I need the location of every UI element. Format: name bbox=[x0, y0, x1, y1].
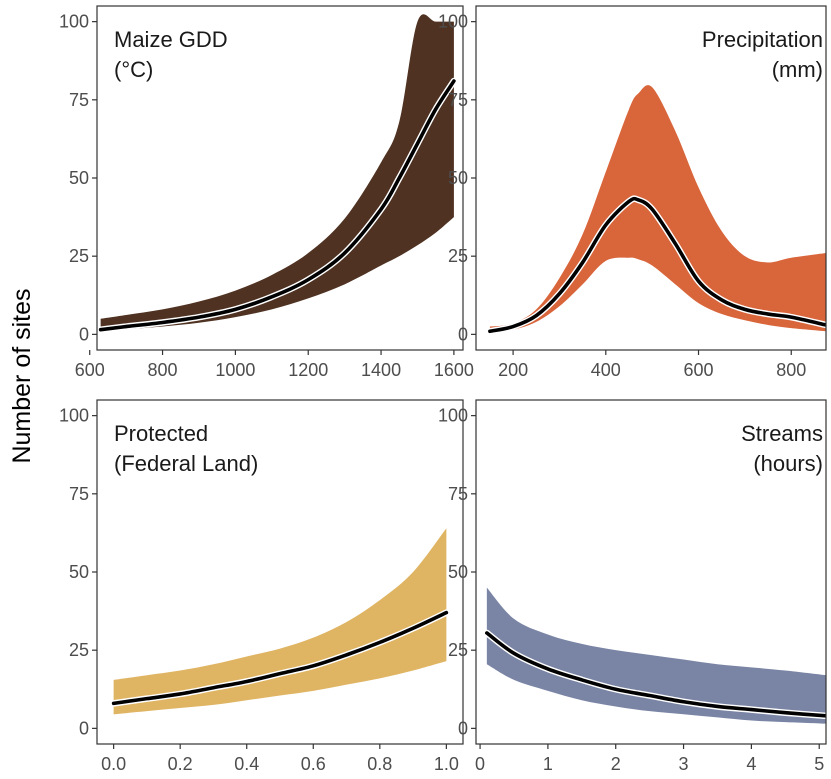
panel-0-x-tick-label: 600 bbox=[75, 360, 105, 380]
panel-3-title-line-1: Streams bbox=[741, 421, 823, 446]
panel-3-y-tick-label: 50 bbox=[448, 562, 468, 582]
panel-2-x-tick-label: 1.0 bbox=[434, 754, 459, 774]
panel-0-y-tick-label: 100 bbox=[59, 12, 89, 32]
panel-0-y-tick-label: 50 bbox=[69, 168, 89, 188]
panel-precipitation: 0 25 50 75 100 200 400 600 800 Precipitation (mm) bbox=[438, 5, 827, 380]
panel-2-confidence-band bbox=[113, 528, 447, 715]
panel-3-confidence-band bbox=[486, 587, 826, 724]
panel-3-x-tick-label: 2 bbox=[611, 754, 621, 774]
panel-3-x-tick-label: 3 bbox=[679, 754, 689, 774]
panel-3-plot-area bbox=[483, 587, 826, 724]
panel-1-plot-area bbox=[486, 85, 826, 335]
panel-2-y-tick-label: 0 bbox=[79, 718, 89, 738]
panel-0-title-line-2: (°C) bbox=[114, 57, 153, 82]
panel-3-title-line-2: (hours) bbox=[753, 451, 823, 476]
panel-0-x-tick-label: 1000 bbox=[215, 360, 255, 380]
panel-3-x-tick-label: 0 bbox=[475, 754, 485, 774]
panel-0-x-tick-label: 1400 bbox=[361, 360, 401, 380]
panel-1-title-line-1: Precipitation bbox=[702, 27, 823, 52]
panel-3-x-tick-label: 5 bbox=[814, 754, 824, 774]
panel-1-y-tick-label: 25 bbox=[448, 246, 468, 266]
panel-1-x-tick-label: 400 bbox=[591, 360, 621, 380]
panel-2-x-tick-label: 0.0 bbox=[101, 754, 126, 774]
panel-0-x-tick-label: 1200 bbox=[288, 360, 328, 380]
panel-2-fit-line bbox=[111, 610, 449, 706]
panel-3-x-tick-label: 1 bbox=[543, 754, 553, 774]
y-axis-label: Number of sites bbox=[8, 288, 36, 463]
panel-streams: 0 25 50 75 100 0 1 2 3 4 5 Streams (hours) bbox=[438, 399, 827, 774]
panel-0-x-tick-label: 800 bbox=[148, 360, 178, 380]
panel-0-y-tick-label: 75 bbox=[69, 90, 89, 110]
panel-2-y-tick-label: 25 bbox=[69, 640, 89, 660]
panel-1-fit-line bbox=[488, 196, 826, 334]
panel-3-x-tick-label: 4 bbox=[746, 754, 756, 774]
panel-2-y-tick-label: 75 bbox=[69, 484, 89, 504]
panel-0-y-tick-label: 25 bbox=[69, 246, 89, 266]
panel-1-y-tick-label: 100 bbox=[438, 12, 468, 32]
panel-2-title-line-1: Protected bbox=[114, 421, 208, 446]
panel-protected-federal-land: 0 25 50 75 100 0.0 0.2 0.4 0.6 0.8 1.0 Protected (Fe… bbox=[59, 399, 464, 774]
panel-2-x-tick-label: 0.2 bbox=[168, 754, 193, 774]
panel-0-x-tick-label: 1600 bbox=[434, 360, 474, 380]
panel-0-fit-line bbox=[98, 79, 456, 332]
panel-1-x-tick-label: 600 bbox=[683, 360, 713, 380]
panel-2-y-tick-label: 100 bbox=[59, 406, 89, 426]
panel-3-y-tick-label: 0 bbox=[458, 718, 468, 738]
panel-2-x-tick-label: 0.6 bbox=[301, 754, 326, 774]
panel-0-plot-area bbox=[97, 14, 458, 333]
panel-2-y-tick-label: 50 bbox=[69, 562, 89, 582]
panel-0-y-tick-label: 0 bbox=[79, 324, 89, 344]
panel-1-x-tick-label: 800 bbox=[776, 360, 806, 380]
panel-1-y-tick-label: 75 bbox=[448, 90, 468, 110]
panel-2-title-line-2: (Federal Land) bbox=[114, 451, 258, 476]
panel-0-title-line-1: Maize GDD bbox=[114, 27, 228, 52]
panel-3-y-tick-label: 75 bbox=[448, 484, 468, 504]
panel-1-y-tick-label: 50 bbox=[448, 168, 468, 188]
panel-1-title-line-2: (mm) bbox=[772, 57, 823, 82]
panel-0-confidence-band bbox=[100, 14, 454, 332]
panel-3-y-tick-label: 25 bbox=[448, 640, 468, 660]
panel-3-y-tick-label: 100 bbox=[438, 406, 468, 426]
panel-1-y-tick-label: 0 bbox=[458, 324, 468, 344]
panel-3-fit-line bbox=[485, 631, 826, 718]
panel-2-x-tick-label: 0.8 bbox=[367, 754, 392, 774]
panel-2-x-tick-label: 0.4 bbox=[234, 754, 259, 774]
panel-1-x-tick-label: 200 bbox=[498, 360, 528, 380]
panel-2-plot-area bbox=[110, 528, 450, 715]
